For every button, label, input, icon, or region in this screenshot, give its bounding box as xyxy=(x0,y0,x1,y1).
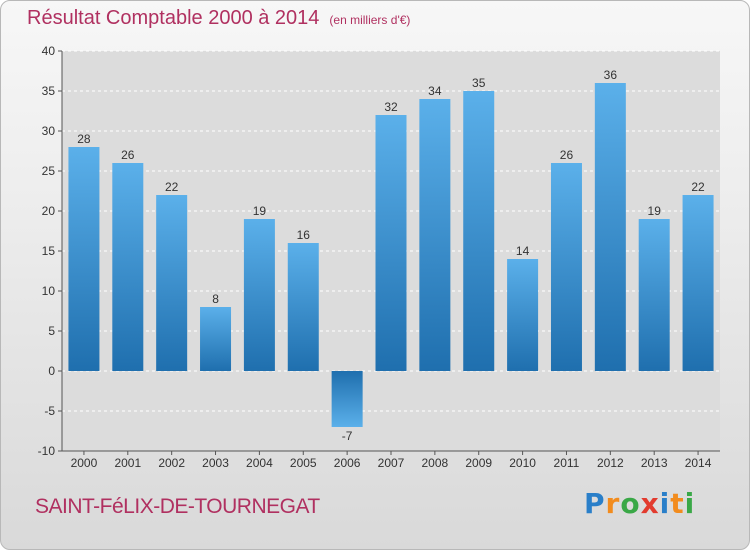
data-label: 36 xyxy=(604,68,618,82)
logo-letter: P xyxy=(584,487,606,520)
y-tick-label: -5 xyxy=(44,404,55,418)
bar-2013 xyxy=(638,219,670,371)
y-tick-label: 40 xyxy=(42,44,56,58)
x-tick-label: 2007 xyxy=(378,456,405,470)
bar-2000 xyxy=(68,147,100,371)
y-tick-label: 5 xyxy=(48,324,55,338)
bar-2009 xyxy=(463,91,495,371)
x-tick-label: 2008 xyxy=(422,456,449,470)
data-label: 14 xyxy=(516,244,530,258)
title-text: Résultat Comptable 2000 à 2014 xyxy=(27,7,320,29)
data-label: 34 xyxy=(428,84,442,98)
data-label: 35 xyxy=(472,76,486,90)
data-label: 28 xyxy=(77,132,91,146)
y-tick-label: 25 xyxy=(42,164,56,178)
x-tick-label: 2005 xyxy=(290,456,317,470)
bar-2011 xyxy=(550,163,582,371)
data-label: 19 xyxy=(648,204,662,218)
x-tick-label: 2010 xyxy=(509,456,536,470)
y-tick-label: 20 xyxy=(42,204,56,218)
y-tick-label: -10 xyxy=(38,444,56,458)
y-tick-label: 10 xyxy=(42,284,56,298)
x-tick-label: 2009 xyxy=(465,456,492,470)
x-tick-label: 2013 xyxy=(641,456,668,470)
bar-2012 xyxy=(594,83,626,371)
x-tick-label: 2012 xyxy=(597,456,624,470)
proxiti-logo: Proxiti xyxy=(584,487,695,520)
logo-letter: x xyxy=(640,487,660,520)
logo-letter: i xyxy=(659,487,671,520)
bar-2004 xyxy=(243,219,275,371)
y-tick-label: 30 xyxy=(42,124,56,138)
data-label: -7 xyxy=(342,429,353,443)
bar-2005 xyxy=(287,243,319,371)
logo-letter: i xyxy=(684,487,696,520)
logo-letter: t xyxy=(670,487,685,520)
logo-letter: r xyxy=(605,487,621,520)
logo-letter: o xyxy=(620,487,641,520)
x-tick-label: 2002 xyxy=(158,456,185,470)
bar-2008 xyxy=(419,99,451,371)
x-tick-label: 2011 xyxy=(554,456,580,470)
x-tick-label: 2014 xyxy=(685,456,712,470)
x-tick-label: 2004 xyxy=(246,456,273,470)
data-label: 22 xyxy=(165,180,179,194)
x-tick-label: 2001 xyxy=(114,456,141,470)
data-label: 32 xyxy=(384,100,398,114)
data-label: 16 xyxy=(297,228,311,242)
data-label: 26 xyxy=(121,148,135,162)
data-label: 26 xyxy=(560,148,574,162)
x-tick-label: 2006 xyxy=(334,456,361,470)
x-tick-label: 2003 xyxy=(202,456,229,470)
bar-2003 xyxy=(200,307,232,371)
data-label: 19 xyxy=(253,204,267,218)
bar-2014 xyxy=(682,195,714,371)
x-tick-label: 2000 xyxy=(71,456,98,470)
bar-2006 xyxy=(331,371,363,427)
y-tick-label: 0 xyxy=(48,364,55,378)
bar-2001 xyxy=(112,163,144,371)
chart-title: Résultat Comptable 2000 à 2014 (en millie… xyxy=(27,7,410,30)
data-label: 8 xyxy=(212,292,219,306)
bar-2002 xyxy=(156,195,188,371)
y-tick-label: 15 xyxy=(42,244,56,258)
commune-name: SAINT-FéLIX-DE-TOURNEGAT xyxy=(35,495,320,518)
bar-2010 xyxy=(507,259,539,371)
bar-2007 xyxy=(375,115,407,371)
data-label: 22 xyxy=(691,180,705,194)
chart-subtitle: (en milliers d'€) xyxy=(329,13,411,27)
y-tick-label: 35 xyxy=(42,84,56,98)
